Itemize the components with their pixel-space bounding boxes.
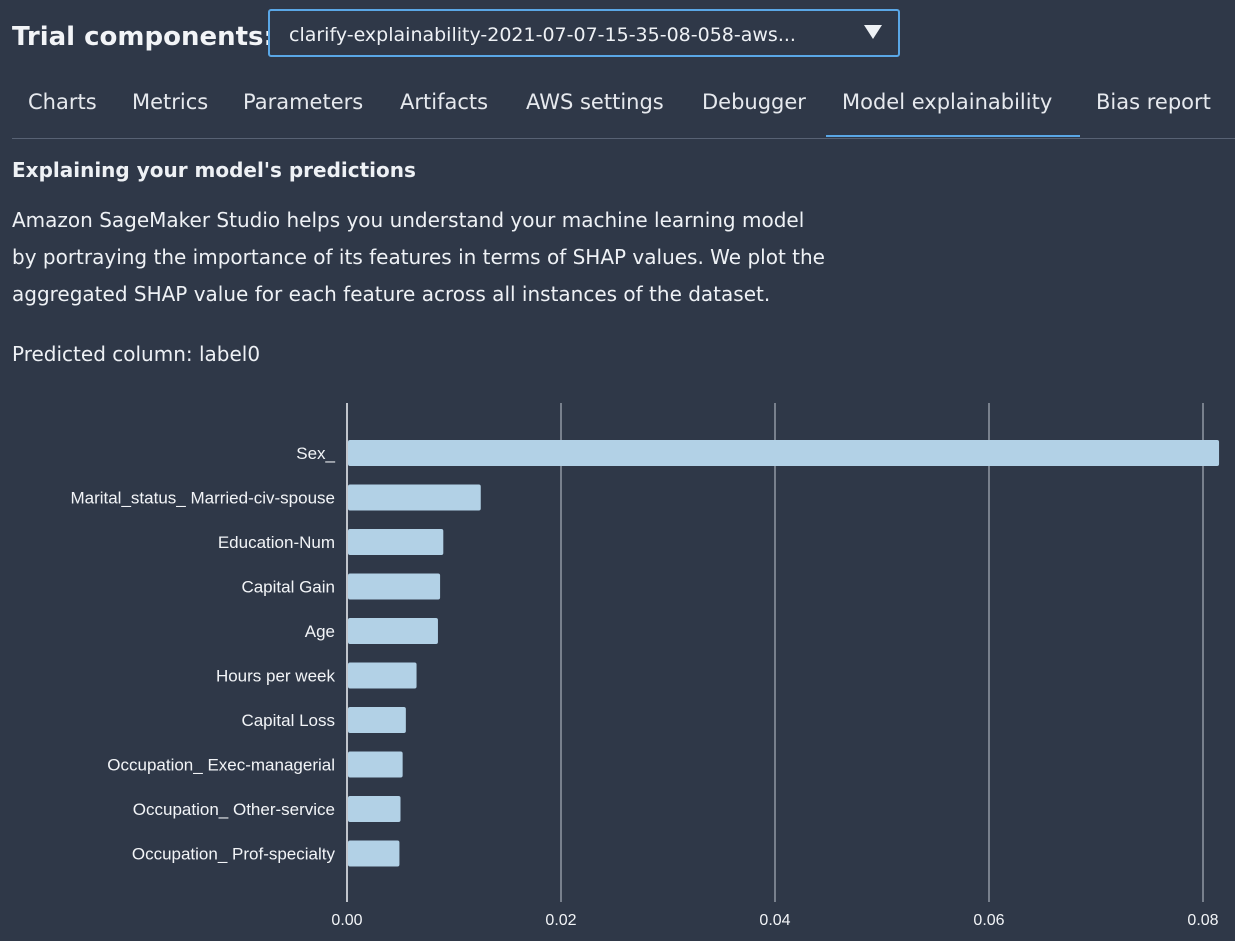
trial-components-bar: Trial components: clarify-explainability… [0, 0, 1235, 70]
trial-components-select[interactable]: clarify-explainability-2021-07-07-15-35-… [268, 9, 900, 57]
category-label: Marital_status_ Married-civ-spouse [70, 489, 335, 508]
bar [348, 573, 441, 600]
bar [348, 796, 401, 822]
x-tick-label: 0.04 [759, 912, 790, 929]
trial-components-selected-value: clarify-explainability-2021-07-07-15-35-… [289, 24, 796, 46]
category-label: Age [305, 622, 335, 641]
tab-model-explainability[interactable]: Model explainability [842, 90, 1053, 114]
x-tick-label: 0.00 [331, 912, 362, 929]
trial-components-label: Trial components: [12, 22, 274, 52]
tab-bar: Charts Metrics Parameters Artifacts AWS … [12, 76, 1235, 139]
description-line: aggregated SHAP value for each feature a… [12, 282, 771, 306]
tab-metrics[interactable]: Metrics [132, 90, 209, 114]
section-heading: Explaining your model's predictions [12, 158, 416, 182]
predicted-column-label: Predicted column: label0 [12, 342, 261, 366]
tab-parameters[interactable]: Parameters [243, 90, 364, 114]
shap-bar-chart: Sex_ Marital_status_ Married-civ-spouse Ed… [70, 403, 1220, 929]
category-label: Occupation_ Exec-managerial [107, 756, 335, 775]
tab-artifacts[interactable]: Artifacts [400, 90, 489, 114]
bar [348, 840, 400, 867]
category-label: Occupation_ Other-service [133, 800, 335, 819]
x-tick-label: 0.06 [973, 912, 1004, 929]
bar [348, 618, 438, 644]
category-label: Capital Loss [241, 711, 335, 730]
tab-charts[interactable]: Charts [28, 90, 97, 114]
caret-down-icon [864, 25, 882, 39]
description-paragraph: Amazon SageMaker Studio helps you unders… [12, 202, 922, 313]
category-label: Occupation_ Prof-specialty [132, 845, 336, 864]
bar [348, 662, 417, 689]
category-label: Capital Gain [241, 578, 335, 597]
category-label: Education-Num [218, 533, 335, 552]
tab-aws-settings[interactable]: AWS settings [526, 90, 664, 114]
x-tick-label: 0.08 [1187, 912, 1218, 929]
category-label: Hours per week [216, 667, 336, 686]
bar [348, 707, 406, 733]
tab-debugger[interactable]: Debugger [702, 90, 806, 114]
description-line: by portraying the importance of its feat… [12, 245, 825, 269]
bar [348, 440, 1220, 466]
tab-bias-report[interactable]: Bias report [1096, 90, 1211, 114]
bar [348, 751, 403, 778]
category-label: Sex_ [296, 444, 335, 463]
bar [348, 484, 481, 511]
bar [348, 529, 444, 555]
active-tab-indicator [826, 135, 1080, 137]
x-tick-label: 0.02 [545, 912, 576, 929]
description-line: Amazon SageMaker Studio helps you unders… [12, 208, 805, 232]
